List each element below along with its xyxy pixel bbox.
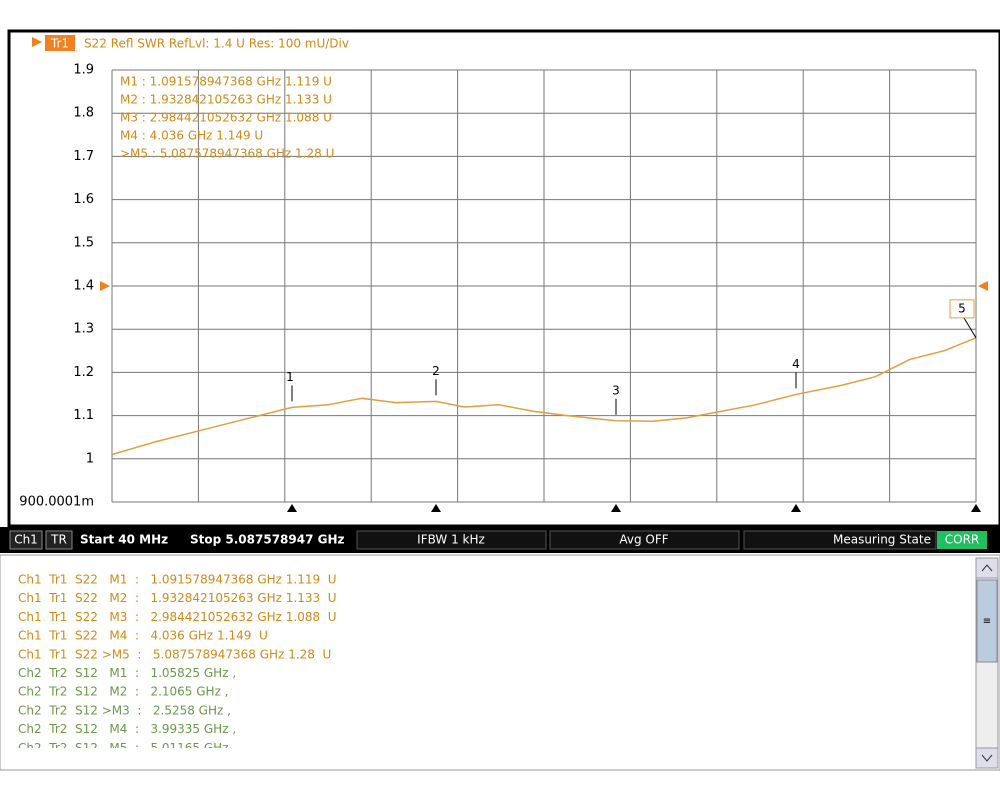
marker-table-row: Ch1 Tr1 S22 M1 : 1.091578947368 GHz 1.11… <box>18 573 337 587</box>
marker-readout: M3 : 2.984421052632 GHz 1.088 U <box>120 111 332 125</box>
status-state: Measuring State <box>833 533 931 547</box>
status-mode: TR <box>50 533 67 547</box>
y-tick-label: 1.1 <box>73 408 94 423</box>
status-cell <box>549 530 740 550</box>
status-stop: Stop 5.087578947 GHz <box>190 533 345 547</box>
status-avg: Avg OFF <box>619 533 668 547</box>
status-cell <box>743 530 937 550</box>
marker-label: 3 <box>612 383 620 397</box>
marker-readout: M1 : 1.091578947368 GHz 1.119 U <box>120 75 332 89</box>
marker-box <box>949 299 975 319</box>
status-ifbw: IFBW 1 kHz <box>417 533 485 547</box>
scroll-up-icon <box>981 564 993 572</box>
marker-table-row: Ch2 Tr2 S12 M2 : 2.1065 GHz , <box>18 685 229 699</box>
trace <box>111 337 977 456</box>
marker-table-row: Ch2 Tr2 S12 >M3 : 2.5258 GHz , <box>18 703 231 717</box>
marker-table-row: Ch1 Tr1 S22 >M5 : 5.087578947368 GHz 1.2… <box>18 647 331 661</box>
marker-stimulus-arrow <box>611 504 621 512</box>
marker-table-row: Ch1 Tr1 S22 M2 : 1.932842105263 GHz 1.13… <box>18 591 337 605</box>
marker-table-row: Ch2 Tr2 S12 M5 : 5.01165 GHz , <box>18 741 236 755</box>
status-cell <box>9 530 43 550</box>
scroll-down-icon <box>981 754 993 762</box>
y-tick-label: 1.9 <box>73 63 94 78</box>
y-tick-label: 1.8 <box>73 106 94 121</box>
status-channel: Ch1 <box>14 533 38 547</box>
status-cell <box>45 530 73 550</box>
y-tick-label: 1.6 <box>73 192 94 207</box>
y-tick-label: 900.0001m <box>19 495 94 510</box>
marker-readout: >M5 : 5.087578947368 GHz 1.28 U <box>120 147 334 161</box>
marker-label: 1 <box>286 370 294 384</box>
marker-stimulus-arrow <box>791 504 801 512</box>
scroll-down[interactable] <box>975 747 999 769</box>
y-tick-label: 1.2 <box>73 365 94 380</box>
scroll-up[interactable] <box>975 557 999 579</box>
marker-stem <box>963 317 977 339</box>
marker-label: 5 <box>958 301 966 315</box>
marker-table-row: Ch2 Tr2 S12 M1 : 1.05825 GHz , <box>18 666 236 680</box>
scroll-thumb[interactable] <box>976 579 998 663</box>
trace-label: Tr1 <box>50 37 69 51</box>
y-tick-label: 1.5 <box>73 235 94 250</box>
marker-label: 2 <box>432 364 440 378</box>
y-tick-label: 1 <box>86 451 94 466</box>
marker-table-row: Ch1 Tr1 S22 M3 : 2.984421052632 GHz 1.08… <box>18 610 337 624</box>
thumb-grip: ≡ <box>983 616 991 627</box>
y-tick-label: 1.3 <box>73 322 94 337</box>
marker-stimulus-arrow <box>971 504 981 512</box>
active-trace-arrow <box>32 37 42 47</box>
marker-panel <box>0 554 1000 771</box>
status-cell <box>356 530 547 550</box>
trace-badge <box>45 35 75 51</box>
marker-label: 4 <box>792 357 800 371</box>
status-start: Start 40 MHz <box>80 533 168 547</box>
marker-readout: M4 : 4.036 GHz 1.149 U <box>120 129 263 143</box>
marker-table-row: Ch2 Tr2 S12 M4 : 3.99335 GHz , <box>18 722 236 736</box>
marker-stimulus-arrow <box>287 504 297 512</box>
ref-level-arrow <box>978 281 988 292</box>
y-tick-label: 1.7 <box>73 149 94 164</box>
ref-level-arrow <box>100 281 110 292</box>
y-tick-label: 1.4 <box>73 279 94 294</box>
marker-readout: M2 : 1.932842105263 GHz 1.133 U <box>120 93 332 107</box>
corr-badge <box>937 531 987 549</box>
chart-title: S22 Refl SWR RefLvl: 1.4 U Res: 100 mU/D… <box>84 37 349 51</box>
marker-stimulus-arrow <box>431 504 441 512</box>
marker-table-row: Ch1 Tr1 S22 M4 : 4.036 GHz 1.149 U <box>18 629 268 643</box>
status-corr: CORR <box>945 533 980 547</box>
